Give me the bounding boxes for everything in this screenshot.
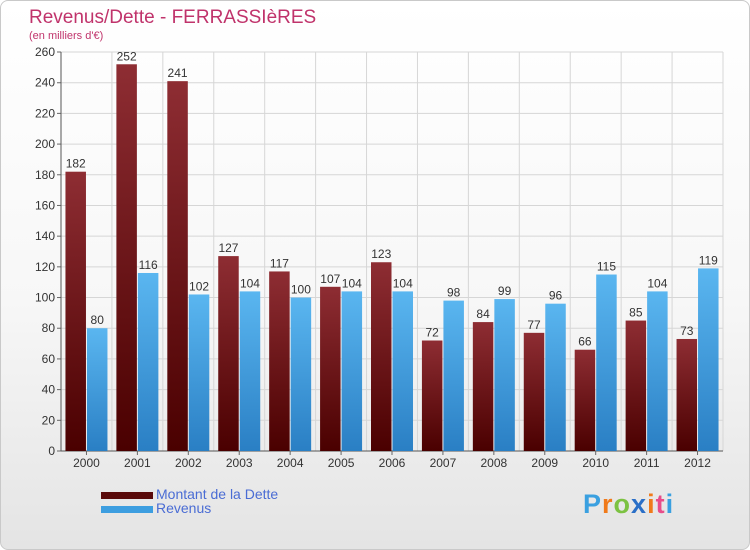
x-tick-label: 2006 [379, 456, 406, 470]
x-tick-label: 2000 [73, 456, 100, 470]
bar-revenus [443, 300, 464, 451]
bar-debt [625, 320, 647, 451]
bar-revenus [290, 297, 312, 451]
bar-debt [269, 271, 290, 451]
grid [60, 51, 724, 452]
x-tick-label: 2010 [582, 456, 609, 470]
data-label: 80 [91, 313, 105, 327]
logo-letter: t [655, 489, 666, 519]
chart-subtitle: (en milliers d'€) [29, 30, 104, 42]
data-label: 182 [66, 157, 86, 171]
y-tick-label: 20 [42, 413, 56, 427]
y-tick-label: 40 [42, 383, 56, 397]
y-tick-label: 260 [35, 45, 55, 59]
logo-letter: i [647, 489, 656, 519]
logo-letter: i [665, 489, 675, 519]
data-label: 100 [291, 283, 311, 297]
bar-revenus [647, 291, 668, 451]
bar-revenus [545, 303, 566, 451]
axes: 0 20 40 60 80 100 120 140 160 180 200 220 240 260 2000… [35, 45, 723, 470]
y-tick-label: 140 [35, 229, 55, 243]
bar-debt [371, 262, 392, 451]
y-tick-label: 80 [42, 321, 56, 335]
bar-debt [676, 338, 698, 451]
bar-revenus [239, 291, 261, 451]
bar-debt [218, 256, 239, 451]
x-tick-label: 2002 [175, 456, 202, 470]
logo-letter: P [583, 489, 603, 519]
x-tick-label: 2001 [124, 456, 151, 470]
data-label: 104 [342, 276, 362, 290]
x-tick-label: 2012 [684, 456, 711, 470]
x-tick-label: 2003 [226, 456, 253, 470]
logo-letter: x [631, 489, 648, 519]
data-label: 85 [629, 306, 643, 320]
y-tick-label: 60 [42, 352, 56, 366]
bar-debt [421, 340, 443, 451]
data-label: 104 [647, 276, 667, 290]
x-tick-label: 2011 [634, 456, 660, 470]
data-label: 104 [240, 276, 260, 290]
data-label: 66 [578, 335, 592, 349]
bar-revenus [86, 328, 108, 451]
data-label: 127 [218, 241, 238, 255]
y-tick-label: 240 [35, 76, 55, 90]
legend-label-revenus: Revenus [156, 500, 212, 516]
y-tick-label: 120 [35, 260, 55, 274]
x-tick-label: 2009 [531, 456, 558, 470]
data-label: 252 [117, 49, 137, 63]
bar-revenus [494, 299, 515, 451]
bars [65, 64, 719, 452]
x-tick-label: 2004 [277, 456, 304, 470]
bar-revenus [392, 291, 413, 451]
x-tick-label: 2007 [430, 456, 457, 470]
bar-debt [472, 322, 494, 451]
data-label: 77 [527, 318, 541, 332]
data-label: 73 [680, 324, 694, 338]
data-label: 117 [270, 256, 289, 270]
data-label: 96 [549, 289, 563, 303]
bar-debt [65, 171, 86, 451]
bar-debt [116, 64, 137, 452]
data-label: 72 [425, 326, 439, 340]
data-label: 123 [371, 247, 391, 261]
chart-title: Revenus/Dette - FERRASSIèRES [29, 7, 317, 28]
bar-debt [167, 81, 188, 452]
data-label: 241 [168, 66, 188, 80]
x-tick-label: 2008 [480, 456, 507, 470]
data-label: 98 [447, 286, 461, 300]
bar-revenus [137, 272, 159, 451]
y-tick-label: 160 [35, 198, 55, 212]
bar-debt [574, 349, 596, 451]
data-label: 119 [699, 253, 718, 267]
bar-revenus [698, 268, 719, 451]
data-label: 102 [189, 279, 209, 293]
y-tick-label: 0 [48, 444, 55, 458]
y-tick-label: 200 [35, 137, 55, 151]
data-label: 115 [597, 260, 616, 274]
bar-debt [320, 286, 341, 451]
data-label: 104 [393, 276, 413, 290]
y-tick-label: 220 [35, 106, 55, 120]
bar-revenus [188, 294, 210, 451]
data-label: 107 [320, 272, 340, 286]
legend-label-debt: Montant de la Dette [156, 486, 279, 502]
y-tick-label: 100 [35, 291, 55, 305]
logo-letter: o [613, 489, 632, 519]
data-label: 84 [476, 307, 490, 321]
logo-letter: r [602, 489, 614, 519]
data-label: 99 [498, 284, 512, 298]
legend-swatch-revenus [101, 506, 153, 513]
proxiti-logo: Proxiti [583, 489, 674, 520]
data-label: 116 [139, 258, 158, 272]
y-tick-label: 180 [35, 168, 55, 182]
x-tick-label: 2005 [328, 456, 355, 470]
legend-swatch-debt [101, 492, 153, 499]
bar-revenus [596, 274, 617, 451]
bar-revenus [341, 291, 363, 451]
bar-debt [523, 332, 545, 451]
